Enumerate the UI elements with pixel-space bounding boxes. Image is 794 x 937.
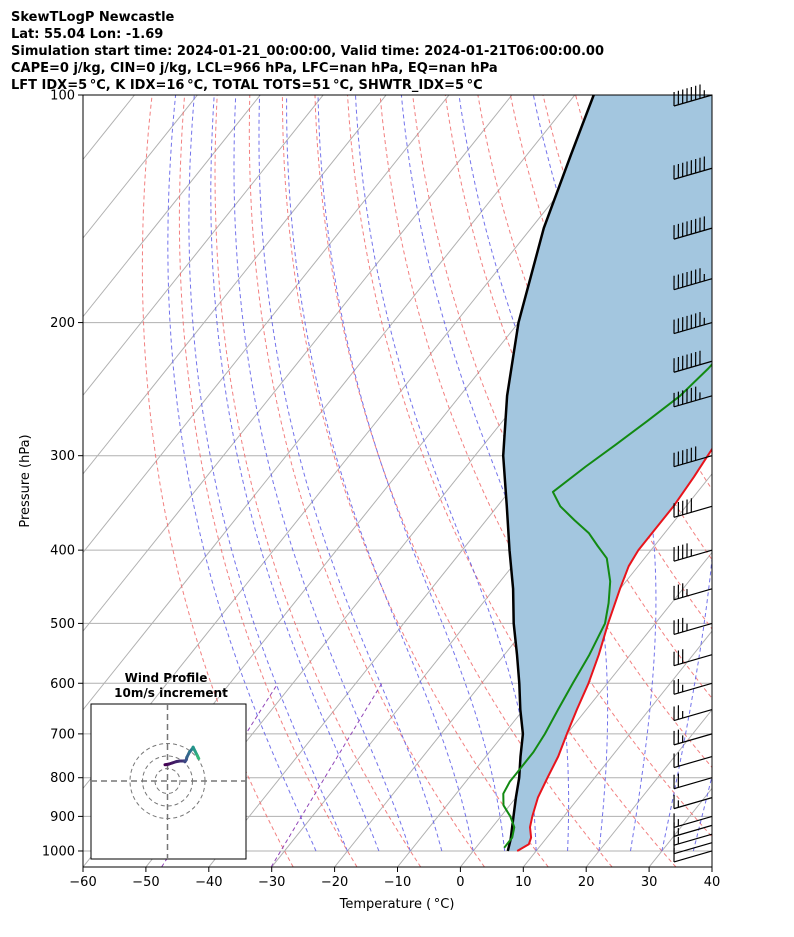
isotherm-line (83, 95, 576, 711)
dry-adiabat-line (248, 95, 485, 867)
isotherm-line (0, 95, 72, 867)
x-tick-label: 30 (641, 875, 658, 890)
dry-adiabat-line (379, 95, 712, 838)
cape-cin-shading (503, 95, 712, 851)
moist-adiabat-line (725, 95, 794, 851)
wind-barb (673, 794, 713, 810)
isotherm-line (83, 95, 387, 475)
isotherm-line (83, 95, 324, 397)
x-axis-label: Temperature ( °C) (339, 897, 455, 912)
x-tick-label: −60 (69, 875, 96, 890)
isotherm-line (711, 866, 712, 867)
isotherm-line (83, 95, 450, 554)
moist-adiabat-line (210, 95, 380, 852)
y-axis-label: Pressure (hPa) (18, 434, 33, 527)
dry-adiabat-line (705, 95, 712, 113)
wind-barbs (673, 84, 713, 863)
hodograph-subtitle: 10m/s increment (114, 686, 228, 700)
isotherm-line (397, 473, 712, 867)
hodograph-segment (196, 754, 201, 760)
wind-barb (673, 773, 713, 790)
y-tick-label: 700 (50, 727, 75, 742)
mixing-ratio-line (270, 683, 383, 867)
y-axis-ticks: 1000 900 800 700 600 500 400 300 200 100 (42, 89, 83, 859)
dry-adiabat-line (771, 95, 794, 867)
wind-barb (673, 268, 713, 291)
x-tick-label: 40 (704, 875, 721, 890)
wind-barb (673, 84, 713, 107)
y-tick-label: 1000 (42, 844, 75, 859)
wind-barb (673, 156, 713, 180)
wind-barb (673, 583, 713, 601)
wind-barb (673, 312, 713, 335)
y-tick-label: 300 (50, 449, 75, 464)
wind-barb (673, 543, 713, 562)
x-tick-label: −30 (258, 875, 285, 890)
x-tick-label: −10 (384, 875, 411, 890)
y-tick-label: 900 (50, 810, 75, 825)
x-axis-ticks: −60 −50 −40 −30 −20 −10 0 10 20 30 40 (69, 867, 720, 890)
moist-adiabat-line (756, 95, 794, 851)
stability-line: CAPE=0 j/kg, CIN=0 j/kg, LCL=966 hPa, LF… (11, 61, 498, 76)
y-tick-label: 600 (50, 677, 75, 692)
isotherm-line (522, 630, 712, 867)
y-tick-label: 200 (50, 316, 75, 331)
dry-adiabat-line (214, 95, 422, 867)
location-line: Lat: 55.04 Lon: -1.69 (11, 27, 164, 42)
moist-adiabat-line (167, 95, 317, 852)
dry-adiabat-line (444, 95, 712, 699)
cin-shading-area (503, 95, 712, 851)
temperature-profile (516, 447, 712, 852)
wind-barb (673, 649, 713, 667)
isotherm-line (83, 95, 261, 318)
moist-adiabat-line (317, 95, 506, 852)
dry-adiabat-line (347, 95, 677, 867)
wind-barb (673, 813, 713, 828)
wind-barb (673, 705, 713, 722)
moist-adiabat-line (188, 95, 348, 852)
x-tick-label: 20 (578, 875, 595, 890)
wind-barb (673, 350, 713, 373)
isotherm-line (83, 95, 513, 632)
chart-header: SkewTLogP Newcastle Lat: 55.04 Lon: -1.6… (11, 9, 604, 94)
moist-adiabat-line (631, 95, 712, 852)
dry-adiabat-line (178, 95, 358, 867)
wind-barb (673, 679, 713, 695)
x-tick-label: 0 (456, 875, 464, 890)
indices-line: LFT IDX=5 °C, K IDX=16 °C, TOTAL TOTS=51… (11, 78, 483, 93)
wind-barb (673, 498, 713, 518)
wind-barb (673, 617, 713, 635)
moist-adiabat-line (286, 95, 474, 852)
y-tick-label: 500 (50, 617, 75, 632)
x-tick-label: −40 (195, 875, 222, 890)
hodograph-inset (90, 703, 247, 860)
moist-adiabat-line (532, 95, 657, 852)
isotherm-line (585, 708, 712, 867)
wind-barb (673, 446, 713, 468)
x-tick-label: −50 (132, 875, 159, 890)
y-tick-label: 800 (50, 771, 75, 786)
x-tick-label: 10 (515, 875, 532, 890)
y-tick-label: 100 (50, 89, 75, 104)
sounding-profiles (501, 95, 712, 852)
moist-adiabat-line (233, 95, 411, 852)
dewpoint-profile (502, 362, 712, 849)
isotherm-line (83, 95, 198, 239)
wind-barb (673, 386, 713, 408)
y-tick-label: 400 (50, 544, 75, 559)
chart-title: SkewTLogP Newcastle (11, 10, 175, 25)
wind-barb (673, 216, 713, 240)
wind-barb (673, 729, 713, 746)
dry-adiabat-line (739, 95, 794, 867)
dry-adiabat-line (314, 95, 613, 867)
x-tick-label: −20 (321, 875, 348, 890)
hodograph-title: Wind Profile (125, 671, 208, 685)
moist-adiabat-line (355, 95, 537, 851)
wind-barb (673, 752, 713, 769)
parcel-profile (501, 95, 595, 852)
time-line: Simulation start time: 2024-01-21_00:00:… (11, 44, 604, 59)
dry-adiabat-line (281, 95, 549, 867)
